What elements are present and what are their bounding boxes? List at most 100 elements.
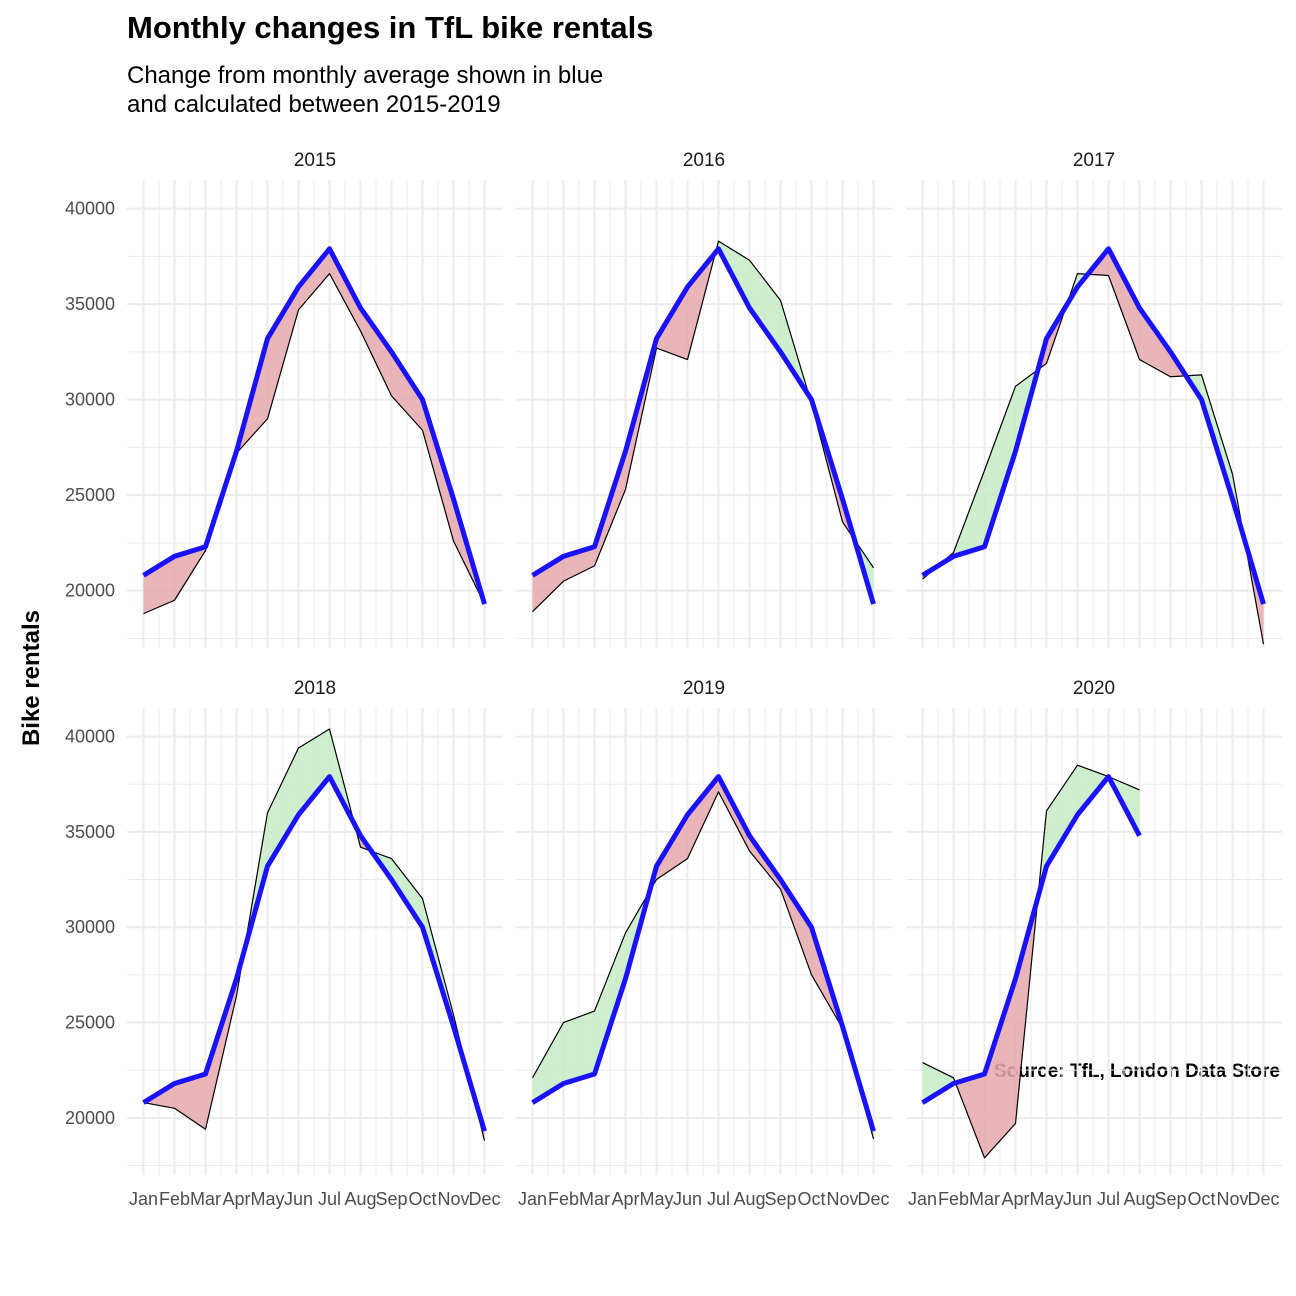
monthly-average-line — [531, 246, 876, 605]
facet-panel-2017: 2017 — [906, 150, 1282, 648]
ribbon-below-average — [955, 1073, 985, 1158]
x-tick-label: Dec — [1247, 1189, 1279, 1209]
ribbon-below-average — [687, 776, 719, 859]
x-tick-label: Jul — [1097, 1189, 1120, 1209]
x-tick-label: Aug — [1123, 1189, 1155, 1209]
ribbon-above-average — [922, 1062, 954, 1103]
x-tick-label: Apr — [222, 1189, 250, 1209]
ribbon-above-average — [563, 1011, 595, 1084]
actual-rentals-line — [143, 273, 486, 615]
facet-panel-2015: 2015 20000 25000 30000 35000 40000 — [65, 150, 503, 648]
ribbon-above-average — [749, 260, 781, 352]
ribbon-below-average — [298, 248, 330, 310]
ribbon-below-average — [656, 286, 688, 360]
ribbon-above-average — [1046, 765, 1078, 867]
y-tick-label: 40000 — [65, 727, 115, 747]
x-tick-label: May — [1029, 1189, 1063, 1209]
x-tick-label: Oct — [1187, 1189, 1215, 1209]
ribbon-below-average — [267, 286, 299, 419]
x-tick-label: Jul — [318, 1189, 341, 1209]
ribbon-above-average — [532, 1022, 564, 1103]
ribbon-below-average — [984, 978, 1016, 1158]
x-tick-label: Jun — [1063, 1189, 1092, 1209]
x-tick-label: Jun — [673, 1189, 702, 1209]
facet-strip-label: 2016 — [683, 150, 725, 171]
x-tick-label: Dec — [857, 1189, 889, 1209]
ribbon-below-average — [360, 307, 392, 396]
ribbon-below-average — [329, 248, 361, 331]
monthly-average-line — [142, 774, 487, 1132]
x-tick-label: Apr — [1001, 1189, 1029, 1209]
x-tick-label: Feb — [548, 1189, 579, 1209]
x-tick-label: Feb — [938, 1189, 969, 1209]
y-tick-label: 20000 — [65, 581, 115, 601]
x-tick-label: Oct — [408, 1189, 436, 1209]
actual-rentals-line — [922, 273, 1265, 645]
x-tick-label: May — [250, 1189, 284, 1209]
facet-strip-label: 2015 — [294, 150, 336, 171]
ribbon-below-average — [1139, 307, 1171, 377]
x-tick-label: Feb — [159, 1189, 190, 1209]
ribbon-below-average — [532, 556, 564, 612]
facet-panel-2018: 2018 20000 25000 30000 35000 40000 Jan Feb Mar Ap… — [65, 678, 503, 1209]
y-tick-label: 40000 — [65, 199, 115, 219]
facet-strip-label: 2019 — [683, 678, 725, 699]
source-caption: Source: TfL, London Data Store — [993, 1061, 1280, 1082]
x-tick-label: Nov — [826, 1189, 858, 1209]
y-tick-label: 30000 — [65, 917, 115, 937]
y-tick-label: 35000 — [65, 822, 115, 842]
ribbon-below-average — [174, 1073, 206, 1130]
x-tick-label: May — [639, 1189, 673, 1209]
x-tick-label: Mar — [190, 1189, 221, 1209]
monthly-average-line — [921, 774, 1142, 1105]
x-tick-label: Jul — [707, 1189, 730, 1209]
x-tick-label: Sep — [764, 1189, 796, 1209]
ribbon-below-average — [391, 351, 423, 431]
x-tick-label: Apr — [611, 1189, 639, 1209]
ribbon-below-average — [422, 399, 454, 542]
ribbon-below-average — [780, 879, 812, 975]
ribbon-above-average — [267, 748, 299, 867]
y-tick-label: 25000 — [65, 485, 115, 505]
x-tick-label: Oct — [797, 1189, 825, 1209]
monthly-average-line — [921, 246, 1266, 605]
y-tick-label: 20000 — [65, 1108, 115, 1128]
x-tick-label: Jan — [518, 1189, 547, 1209]
x-tick-label: Aug — [733, 1189, 765, 1209]
actual-rentals-line — [531, 791, 875, 1139]
facet-strip-label: 2018 — [294, 678, 336, 699]
y-tick-label: 25000 — [65, 1013, 115, 1033]
facet-strip-label: 2017 — [1073, 150, 1115, 171]
ribbon-below-average — [205, 978, 237, 1130]
x-tick-label: Mar — [969, 1189, 1000, 1209]
chart-title: Monthly changes in TfL bike rentals — [127, 10, 654, 45]
x-tick-label: Mar — [579, 1189, 610, 1209]
y-tick-label: 35000 — [65, 294, 115, 314]
x-tick-label: Jan — [129, 1189, 158, 1209]
actual-rentals-line — [922, 764, 1140, 1159]
chart-subtitle-line-1: Change from monthly average shown in blu… — [127, 62, 604, 89]
y-tick-label: 30000 — [65, 390, 115, 410]
ribbon-above-average — [984, 386, 1016, 547]
monthly-average-line — [531, 774, 876, 1132]
x-tick-label: Nov — [437, 1189, 469, 1209]
facet-strip-label: 2020 — [1073, 678, 1115, 699]
actual-rentals-line — [143, 728, 486, 1141]
facet-panel-2016: 2016 — [516, 150, 892, 648]
x-tick-label: Sep — [1154, 1189, 1186, 1209]
x-tick-label: Nov — [1216, 1189, 1248, 1209]
x-tick-label: Jun — [284, 1189, 313, 1209]
x-tick-label: Aug — [344, 1189, 376, 1209]
ribbon-above-average — [594, 932, 626, 1074]
x-tick-label: Dec — [468, 1189, 500, 1209]
x-tick-label: Sep — [375, 1189, 407, 1209]
ribbon-below-average — [1108, 248, 1140, 360]
ribbon-above-average — [391, 858, 423, 928]
ribbon-above-average — [298, 728, 330, 815]
x-tick-label: Jan — [908, 1189, 937, 1209]
monthly-average-line — [142, 246, 487, 605]
chart-subtitle-line-2: and calculated between 2015-2019 — [127, 91, 501, 118]
